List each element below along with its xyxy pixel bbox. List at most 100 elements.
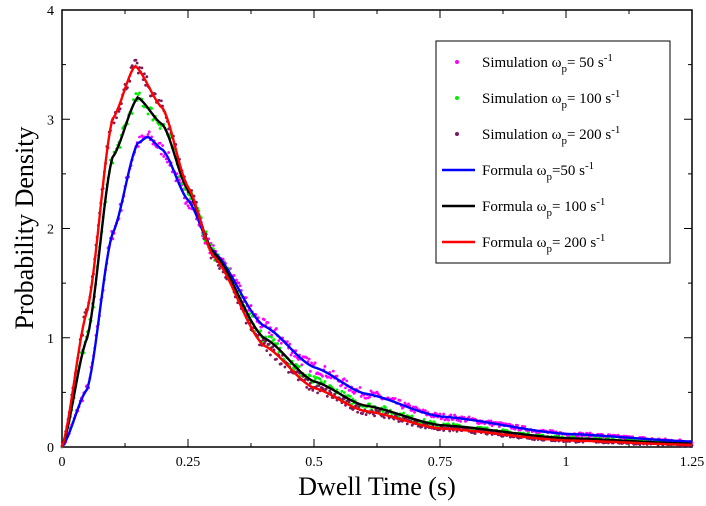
data-point <box>130 112 134 115</box>
data-point <box>146 133 150 136</box>
data-point <box>218 267 221 270</box>
data-point <box>166 160 169 164</box>
legend-box <box>435 40 671 264</box>
data-point <box>288 342 292 346</box>
data-point <box>459 419 462 423</box>
data-point <box>315 376 318 379</box>
series-5 <box>60 64 693 448</box>
data-point <box>327 375 330 379</box>
data-point <box>258 343 261 347</box>
data-point <box>305 356 309 360</box>
series-4 <box>60 95 693 448</box>
legend-label-part: Formula ω <box>482 199 547 215</box>
axis-ticks: 0 0.25 0.5 0.75 1 1.25 0 1 2 3 4 <box>47 4 704 470</box>
data-point <box>244 321 248 325</box>
data-point <box>516 424 519 427</box>
data-point <box>384 405 387 409</box>
data-point <box>150 107 154 110</box>
legend-label-part: p <box>561 135 567 147</box>
legend-label-part: = 200 s <box>552 235 596 251</box>
data-point <box>449 413 453 417</box>
data-point <box>576 435 580 438</box>
data-point <box>340 383 344 387</box>
legend-marker <box>455 60 459 64</box>
data-point <box>308 381 312 385</box>
data-point <box>499 421 502 424</box>
data-point <box>447 418 450 422</box>
data-point <box>307 388 311 391</box>
legend-label-part: -1 <box>604 52 613 64</box>
data-point <box>209 256 213 260</box>
legend-label-part: p <box>546 207 552 219</box>
data-point <box>340 389 344 393</box>
legend-label-part: =50 s <box>552 163 585 179</box>
data-point <box>489 419 493 423</box>
legend-label-part: p <box>546 171 552 183</box>
legend-label-part: -1 <box>596 196 605 208</box>
data-point <box>382 416 386 420</box>
data-point <box>456 419 460 422</box>
data-point <box>424 426 427 430</box>
y-tick-label: 1 <box>47 332 54 347</box>
data-point <box>355 403 358 407</box>
data-point <box>331 369 335 373</box>
legend-label-part: Simulation ω <box>482 55 562 71</box>
data-point <box>438 412 442 416</box>
data-point <box>371 391 375 395</box>
data-point <box>118 107 122 111</box>
data-point <box>313 361 317 365</box>
data-point <box>276 342 280 345</box>
data-point <box>405 422 409 426</box>
legend-label: Simulation ωp= 100 s-1 <box>482 88 620 111</box>
data-point <box>413 410 416 414</box>
data-point <box>345 379 349 383</box>
data-point <box>203 241 207 245</box>
data-point <box>308 374 312 378</box>
data-point <box>270 333 273 337</box>
legend-label-part: -1 <box>585 160 594 172</box>
data-point <box>364 413 368 416</box>
y-tick-label: 0 <box>47 441 54 456</box>
data-point <box>318 377 322 381</box>
data-point <box>187 206 191 210</box>
data-point <box>397 420 401 423</box>
legend-label-part: -1 <box>611 88 620 100</box>
data-point <box>357 405 361 409</box>
data-point <box>588 431 592 435</box>
data-point <box>140 66 144 70</box>
data-point <box>358 386 362 389</box>
data-point <box>151 142 155 146</box>
data-point <box>158 141 162 145</box>
data-point <box>344 386 347 390</box>
data-point <box>145 75 149 79</box>
data-point <box>259 329 263 333</box>
data-point <box>348 395 352 398</box>
data-point <box>305 385 309 389</box>
data-point <box>347 400 351 404</box>
data-point <box>268 353 272 357</box>
data-point <box>267 331 271 335</box>
data-point <box>342 377 346 381</box>
legend-label: Simulation ωp= 50 s-1 <box>482 52 613 75</box>
series-line <box>61 135 693 448</box>
data-point <box>296 378 300 382</box>
data-point <box>249 304 253 307</box>
data-point <box>296 358 300 361</box>
data-point <box>378 409 381 413</box>
data-point <box>300 363 304 367</box>
data-point <box>267 342 271 346</box>
y-tick-label: 3 <box>47 113 54 128</box>
data-point <box>279 362 283 366</box>
data-point <box>316 391 320 395</box>
data-point <box>333 392 336 396</box>
data-point <box>523 425 527 429</box>
legend-label-part: = 50 s <box>567 55 604 71</box>
data-point <box>204 230 208 234</box>
data-point <box>393 396 397 400</box>
series-line <box>60 95 693 448</box>
data-point <box>138 91 141 95</box>
data-point <box>283 365 287 369</box>
data-point <box>448 429 452 433</box>
data-point <box>161 144 164 147</box>
series-3 <box>61 135 693 448</box>
